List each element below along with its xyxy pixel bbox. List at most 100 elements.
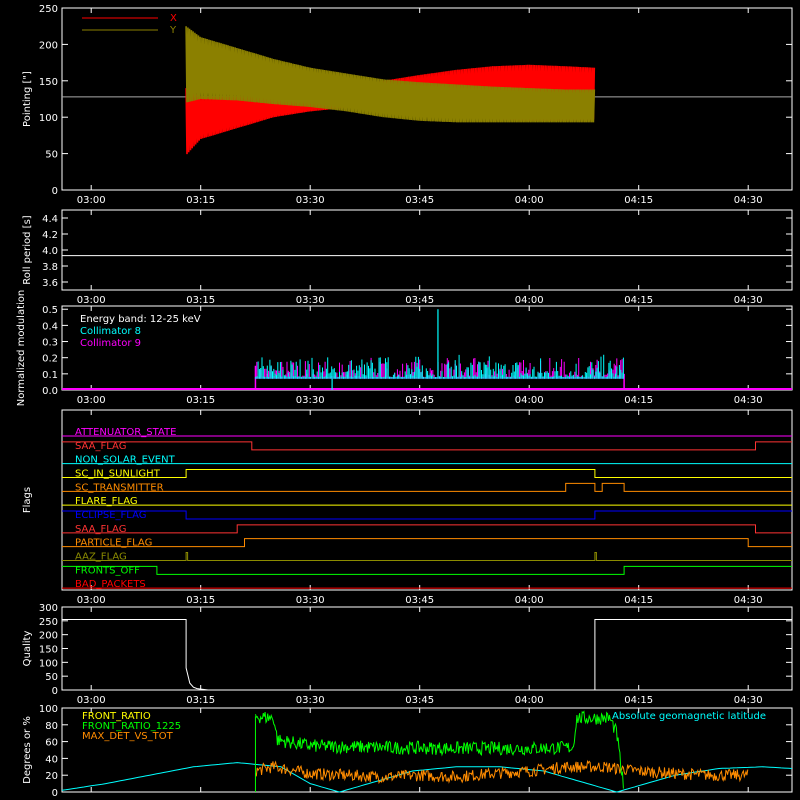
legend-max-det-vs-tot: MAX_DET_VS_TOT [82,731,174,742]
y-axis-label: Pointing ["] [22,71,33,127]
y-axis-label: Flags [22,487,33,513]
y-tick-label: 0.3 [42,338,58,349]
x-tick-label: 04:00 [515,695,544,706]
x-tick-label: 03:45 [405,595,434,606]
y-axis-label: Roll period [s] [22,215,33,284]
y-tick-label: 0.0 [42,386,58,397]
y-tick-label: 200 [39,631,58,642]
panel-3: 03:00 03:15 03:30 03:45 04:00 04:15 04:30 Flags… [22,409,793,606]
flag-label: NON_SOLAR_EVENT [75,455,176,466]
x-tick-label: 04:15 [624,395,653,406]
y-tick-label: 60 [45,738,58,749]
panel-4: 03:00 03:15 03:30 03:45 04:00 04:15 04:30 Quali… [22,603,793,706]
y-tick-label: 0 [52,788,58,799]
x-tick-label: 03:15 [186,595,215,606]
flag-label: FLARE_FLAG [75,496,138,507]
legend-collimator9: Collimator 9 [80,338,141,349]
x-tick-label: 04:30 [734,195,763,206]
quality-line [62,619,792,691]
x-tick-label: 04:30 [734,395,763,406]
y-axis-label: Degrees or % [22,716,33,784]
flag-trace [62,538,792,548]
y-tick-label: 80 [45,721,58,732]
flag-label: PARTICLE_FLAG [75,538,152,549]
y-axis-label: Normalized modulation [16,290,27,407]
x-tick-label: 03:15 [186,395,215,406]
x-tick-label: 03:00 [77,295,106,306]
x-tick-label: 03:15 [186,195,215,206]
x-tick-label: 03:00 [77,595,106,606]
panel-frame [61,209,793,291]
flag-trace [62,469,792,478]
panel-frame [61,409,793,591]
y-tick-label: 250 [39,617,58,628]
y-tick-label: 300 [39,603,58,614]
x-tick-label: 03:15 [186,295,215,306]
y-tick-label: 0.5 [42,305,58,316]
y-tick-label: 150 [39,645,58,656]
y-tick-label: 3.6 [42,278,58,289]
y-tick-label: 4.0 [42,246,58,257]
panel-2: 03:00 03:15 03:30 03:45 04:00 04:15 04:30 Norma… [16,290,793,407]
y-tick-label: 0.2 [42,354,58,365]
y-tick-label: 0.1 [42,370,58,381]
flag-trace [62,524,792,534]
panel-5: Degrees or % 0 20 40 60 80 100 FRONT_RATIOFRONT… [22,704,793,799]
front-ratio-1225-line [255,710,624,789]
energy-band-annotation: Energy band: 12-25 keV [80,314,201,325]
panel-0: 03:00 03:15 03:30 03:45 04:00 04:15 04:30 Point… [22,4,793,206]
y-axis-label: Quality [22,631,33,667]
x-tick-label: 04:15 [624,295,653,306]
max-det-vs-tot-line [255,759,749,785]
flag-label: SC_IN_SUNLIGHT [75,469,161,480]
y-tick-label: 4.4 [42,214,58,225]
x-tick-label: 04:15 [624,695,653,706]
x-tick-label: 04:00 [515,295,544,306]
x-tick-label: 04:00 [515,395,544,406]
flag-label: FRONTS_OFF [75,565,140,576]
x-tick-label: 04:00 [515,595,544,606]
x-tick-label: 03:30 [296,295,325,306]
panel-1: 03:00 03:15 03:30 03:45 04:00 04:15 04:30 Roll … [22,209,793,306]
flag-trace [62,482,792,492]
y-tick-label: 0 [52,186,58,197]
flag-trace [62,441,792,451]
y-tick-label: 150 [39,77,58,88]
x-tick-label: 04:15 [624,595,653,606]
flag-trace [62,552,792,561]
x-tick-label: 03:00 [77,695,106,706]
series-collimator9-bars [255,357,624,379]
x-tick-label: 04:00 [515,195,544,206]
x-tick-label: 03:45 [405,695,434,706]
legend-front-ratio: FRONT_RATIO [82,711,151,722]
flag-label: SAA_FLAG [75,441,126,452]
flag-label: SC_TRANSMITTER [75,482,164,493]
x-tick-label: 03:30 [296,595,325,606]
x-tick-label: 04:30 [734,695,763,706]
x-tick-label: 03:45 [405,395,434,406]
y-tick-label: 0.4 [42,321,58,332]
flag-label: SAA_FLAG [75,524,126,535]
y-tick-label: 40 [45,754,58,765]
y-tick-label: 100 [39,658,58,669]
legend-geomagnetic-latitude: Absolute geomagnetic latitude [612,711,766,722]
panel-frame [61,707,793,793]
y-tick-label: 200 [39,40,58,51]
series-Y-line [185,26,596,123]
x-tick-label: 03:45 [405,295,434,306]
x-tick-label: 03:30 [296,195,325,206]
flag-label: ECLIPSE_FLAG [75,510,146,521]
flag-trace [62,510,792,520]
y-tick-label: 250 [39,4,58,15]
y-tick-label: 50 [45,150,58,161]
flag-trace [62,565,792,575]
y-tick-label: 4.2 [42,230,58,241]
flag-label: BAD_PACKETS [75,579,146,590]
flag-label: ATTENUATOR_STATE [75,427,176,438]
y-tick-label: 50 [45,672,58,683]
x-tick-label: 03:15 [186,695,215,706]
x-tick-label: 04:15 [624,195,653,206]
y-tick-label: 0 [52,686,58,697]
